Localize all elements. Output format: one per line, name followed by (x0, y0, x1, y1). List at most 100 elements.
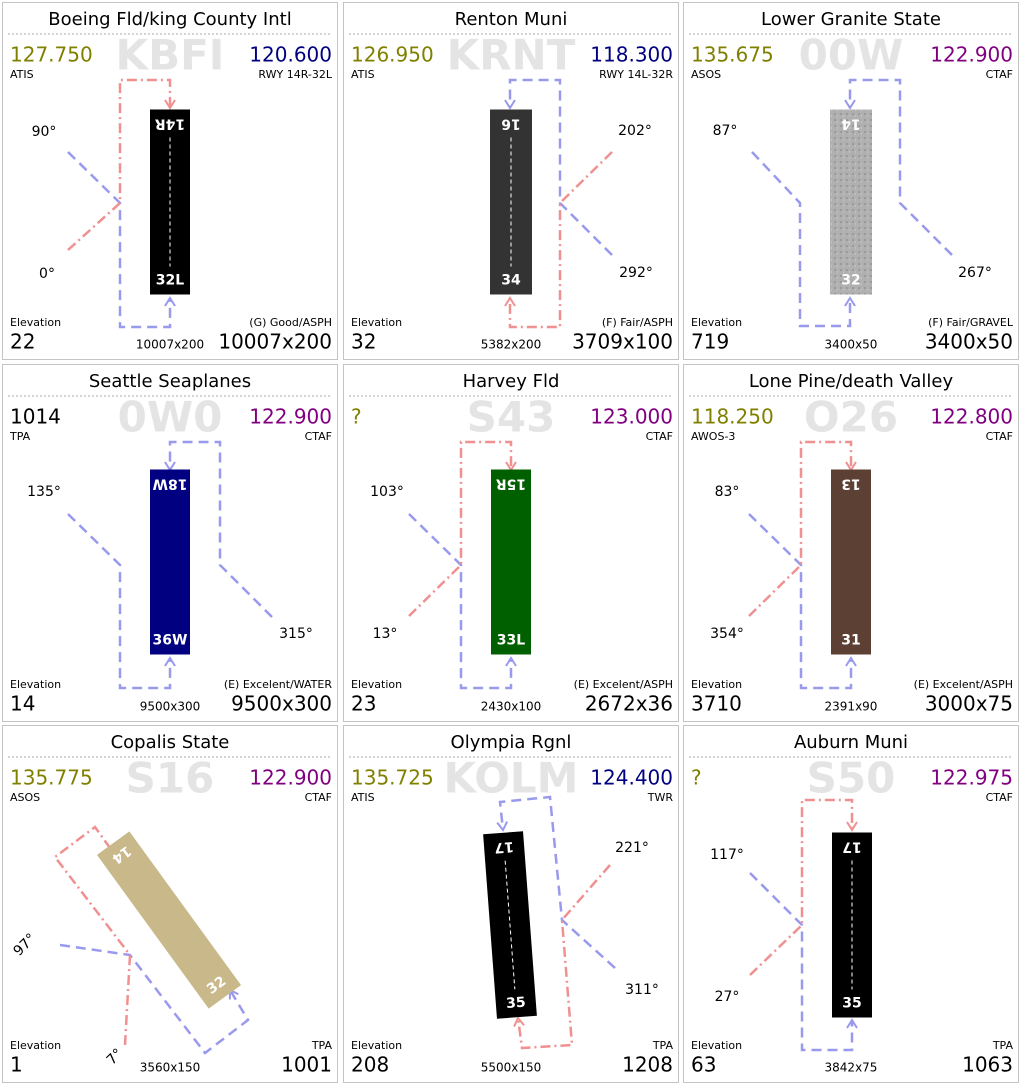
runway-surface (830, 109, 872, 295)
elevation-value: 22 (10, 330, 35, 354)
airport-title: Auburn Muni (794, 732, 908, 753)
elevation-value: 23 (351, 692, 376, 716)
runway-top-number: 17 (494, 838, 515, 855)
pattern-blue (751, 151, 856, 328)
runway-surface (150, 469, 190, 655)
heading-angle: 354° (710, 626, 744, 642)
elevation-label: Elevation (10, 1039, 61, 1052)
right-detail-value: 3709x100 (572, 330, 673, 354)
runway: 14R 32L (150, 109, 190, 295)
airport-ident: 0W0 (118, 393, 223, 442)
left-frequency: ? (351, 405, 362, 429)
runway-top-number: 18W (153, 476, 188, 492)
left-frequency-label: ATIS (10, 68, 34, 81)
runway-top-number: 13 (841, 476, 860, 492)
runway-surface (831, 469, 871, 655)
runway-dimensions-small: 10007x200 (136, 338, 204, 352)
elevation-label: Elevation (10, 678, 61, 691)
runway-dimensions-small: 3400x50 (825, 338, 878, 352)
elevation-label: Elevation (351, 1039, 402, 1052)
left-frequency-label: TPA (9, 430, 31, 443)
left-frequency: 135.675 (691, 43, 774, 67)
right-detail-label: (E) Excelent/ASPH (914, 678, 1013, 691)
airport-ident: S16 (126, 754, 215, 803)
elevation-value: 14 (10, 692, 35, 716)
elevation-value: 1 (10, 1053, 23, 1077)
runway-surface (491, 469, 531, 655)
runway-dimensions-small: 2430x100 (481, 700, 542, 714)
pattern-blue (59, 943, 250, 1055)
runway-bottom-number: 31 (841, 633, 860, 649)
heading-angle: 27° (715, 989, 740, 1005)
runway-top-number: 17 (842, 839, 861, 855)
runway: 13 31 (831, 469, 871, 655)
airport-title: Olympia Rgnl (451, 732, 572, 753)
runway-bottom-number: 34 (501, 273, 521, 289)
runway-dimensions-small: 3842x75 (825, 1061, 878, 1075)
runway-top-number: 15R (496, 476, 526, 492)
elevation-label: Elevation (10, 316, 61, 329)
airport-ident: 00W (799, 31, 904, 80)
heading-angle: 267° (958, 265, 992, 281)
pattern-blue (408, 513, 517, 690)
runway-surface (96, 831, 242, 1009)
right-detail-label: TPA (992, 1039, 1014, 1052)
runway-top-number: 14 (841, 116, 861, 132)
heading-angle: 292° (619, 265, 653, 281)
right-frequency-label: TWR (647, 791, 674, 804)
right-frequency: 120.600 (249, 43, 332, 67)
pattern-red (408, 440, 517, 617)
right-detail-label: (G) Good/ASPH (249, 316, 332, 329)
heading-angle: 103° (370, 484, 404, 500)
runway: 18W 36W (150, 469, 190, 655)
pattern-blue (496, 795, 616, 969)
right-detail-label: (E) Excelent/WATER (224, 678, 333, 691)
right-detail-value: 1001 (281, 1053, 332, 1077)
runway-dimensions-small: 3560x150 (140, 1061, 201, 1075)
pattern-blue (844, 78, 953, 256)
runway-top-number: 14R (155, 116, 185, 132)
heading-angle: 87° (713, 123, 738, 139)
pattern-blue (748, 513, 857, 690)
left-frequency-label: ATIS (351, 68, 375, 81)
elevation-label: Elevation (691, 316, 742, 329)
pattern-red (513, 864, 611, 1050)
right-frequency-label: RWY 14L-32R (599, 68, 673, 81)
left-frequency: 135.775 (10, 766, 93, 790)
runway-dimensions-small: 2391x90 (825, 700, 878, 714)
elevation-value: 3710 (691, 692, 742, 716)
pattern-blue (504, 78, 613, 256)
elevation-label: Elevation (351, 678, 402, 691)
airport-title: Copalis State (111, 732, 230, 753)
elevation-value: 32 (351, 330, 376, 354)
heading-angle: 202° (618, 123, 652, 139)
right-frequency: 122.900 (249, 405, 332, 429)
right-frequency: 123.000 (590, 405, 673, 429)
elevation-value: 208 (351, 1053, 389, 1077)
airport-title: Lone Pine/death Valley (749, 371, 954, 392)
right-detail-label: TPA (311, 1039, 333, 1052)
left-frequency-label: ATIS (351, 791, 375, 804)
right-frequency-label: RWY 14R-32L (258, 68, 332, 81)
right-detail-value: 1208 (622, 1053, 673, 1077)
left-frequency-label: AWOS-3 (691, 430, 735, 443)
airport-ident: S43 (467, 393, 556, 442)
elevation-label: Elevation (691, 1039, 742, 1052)
right-detail-label: (E) Excelent/ASPH (574, 678, 673, 691)
left-frequency-label: ASOS (10, 791, 40, 804)
runway-bottom-number: 35 (506, 995, 527, 1012)
pattern-red (67, 78, 176, 251)
heading-angle: 315° (279, 626, 313, 642)
right-frequency-label: CTAF (305, 791, 332, 804)
airport-title: Seattle Seaplanes (89, 371, 251, 392)
right-detail-value: 3400x50 (925, 330, 1013, 354)
runway-dimensions-small: 5382x200 (481, 338, 542, 352)
